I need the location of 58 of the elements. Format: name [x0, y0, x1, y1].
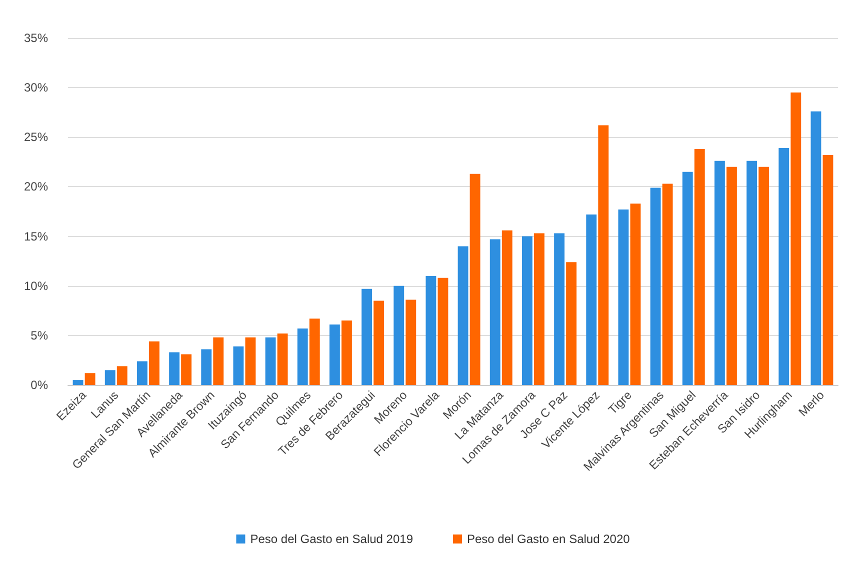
bar	[245, 337, 256, 385]
bar	[104, 370, 116, 385]
bar	[136, 361, 148, 385]
legend-label: Peso del Gasto en Salud 2020	[467, 532, 630, 546]
bar	[726, 166, 737, 385]
bar	[341, 320, 352, 385]
bar	[566, 262, 577, 385]
bar	[502, 230, 512, 385]
y-tick-label: 25%	[24, 130, 48, 144]
bar	[778, 148, 790, 385]
bar	[618, 210, 629, 385]
legend-label: Peso del Gasto en Salud 2019	[250, 532, 414, 546]
bar	[790, 92, 802, 385]
bar	[470, 174, 480, 385]
y-tick-label: 30%	[24, 80, 48, 95]
bar	[181, 354, 192, 385]
bar	[329, 324, 340, 385]
y-tick-label: 20%	[24, 180, 48, 194]
y-tick-label: 15%	[24, 229, 48, 244]
bar	[394, 286, 404, 385]
y-tick-label: 5%	[30, 328, 48, 342]
bar	[810, 111, 822, 385]
bar	[522, 236, 532, 385]
bar	[630, 204, 641, 385]
bar	[277, 333, 288, 385]
bar	[426, 276, 436, 385]
bar	[694, 149, 705, 385]
bar	[297, 328, 308, 385]
bar	[148, 341, 160, 385]
bar	[758, 166, 770, 385]
y-tick-label: 0%	[30, 378, 48, 392]
bar	[84, 373, 96, 385]
y-tick-label: 35%	[24, 31, 48, 45]
bar	[213, 337, 224, 385]
bar	[406, 300, 416, 385]
bar	[682, 172, 693, 385]
bar	[534, 233, 544, 385]
bar	[374, 300, 384, 385]
bar	[650, 188, 661, 385]
bar	[362, 288, 372, 385]
bar	[598, 125, 609, 385]
y-tick-label: 10%	[24, 278, 48, 293]
bar	[233, 346, 244, 385]
bar	[458, 246, 468, 385]
bar	[116, 366, 128, 385]
bar	[438, 278, 448, 385]
bar	[746, 160, 758, 385]
bar	[169, 352, 180, 385]
bar	[714, 160, 725, 385]
bar	[554, 233, 565, 385]
bar	[309, 318, 320, 385]
bar	[662, 184, 673, 385]
bar	[490, 239, 500, 385]
bar	[201, 349, 212, 385]
bar	[72, 380, 84, 385]
bar	[265, 337, 276, 385]
bar	[822, 154, 834, 385]
bar	[586, 214, 597, 385]
